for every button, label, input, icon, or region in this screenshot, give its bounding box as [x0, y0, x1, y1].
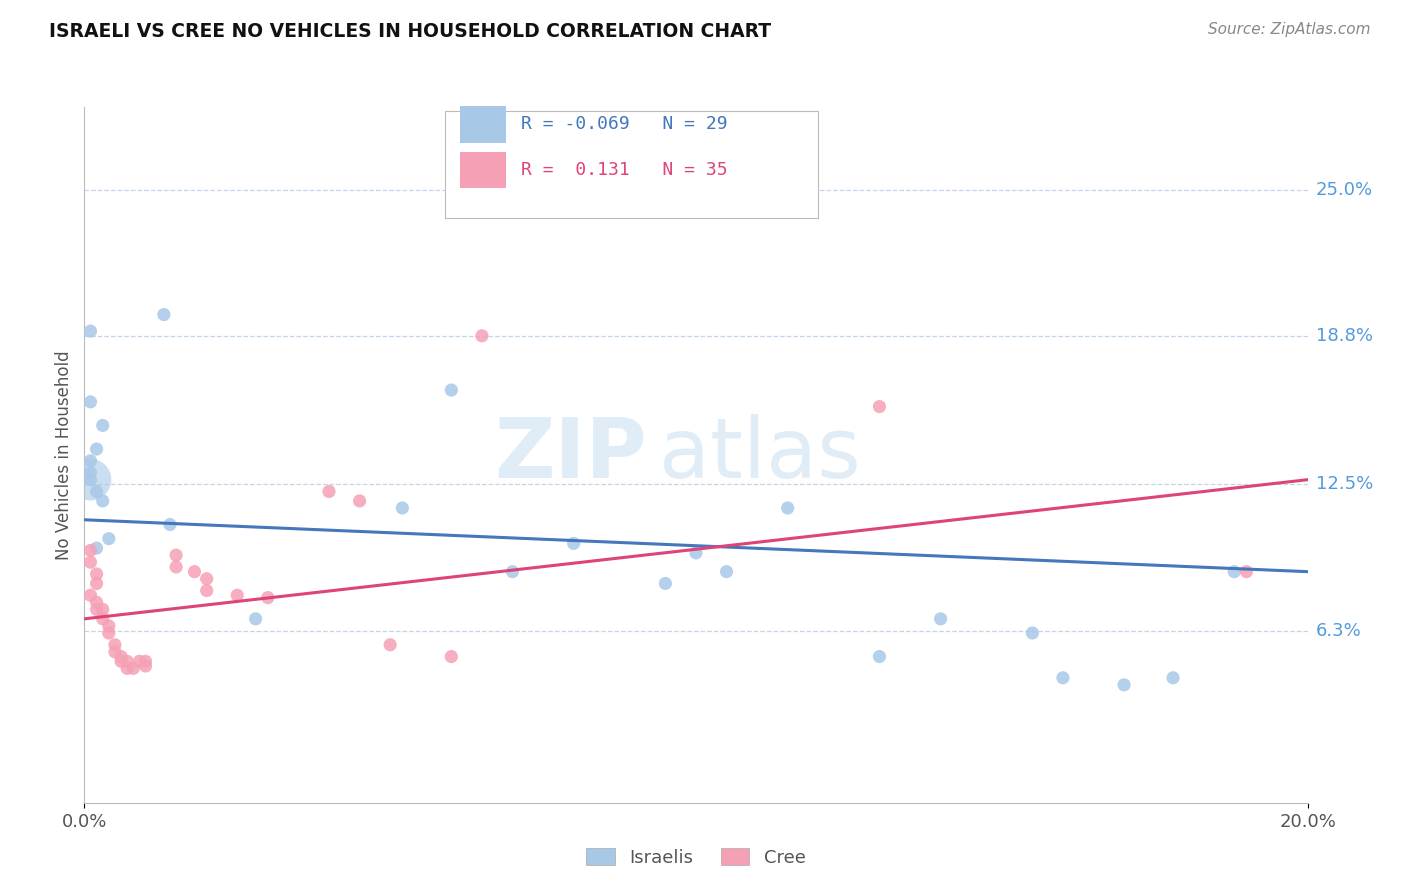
Point: [97, 532, 120, 546]
Point: [195, 583, 218, 598]
Y-axis label: No Vehicles in Household: No Vehicles in Household: [55, 350, 73, 560]
Point: [183, 565, 205, 579]
Point: [91, 494, 114, 508]
FancyBboxPatch shape: [446, 111, 818, 219]
Point: [79, 324, 101, 338]
Point: [391, 500, 413, 515]
Text: R =  0.131   N = 35: R = 0.131 N = 35: [522, 161, 728, 179]
Point: [1052, 671, 1074, 685]
Point: [110, 649, 132, 664]
Point: [135, 654, 157, 668]
Point: [685, 546, 707, 560]
Point: [776, 500, 799, 515]
Point: [86, 484, 108, 499]
Point: [91, 418, 114, 433]
Legend: Israelis, Cree: Israelis, Cree: [579, 840, 813, 874]
Point: [79, 555, 101, 569]
Point: [257, 591, 280, 605]
Point: [79, 466, 101, 480]
Point: [86, 602, 108, 616]
Point: [79, 473, 101, 487]
Point: [91, 612, 114, 626]
Point: [86, 576, 108, 591]
Point: [165, 560, 187, 574]
Point: [562, 536, 585, 550]
Point: [318, 484, 340, 499]
Point: [716, 565, 738, 579]
Point: [97, 626, 120, 640]
Point: [226, 588, 249, 602]
Text: 12.5%: 12.5%: [1316, 475, 1374, 493]
Text: R = -0.069   N = 29: R = -0.069 N = 29: [522, 115, 728, 134]
Point: [79, 395, 101, 409]
Point: [86, 541, 108, 555]
Text: 6.3%: 6.3%: [1316, 622, 1361, 640]
Point: [349, 494, 371, 508]
Text: Source: ZipAtlas.com: Source: ZipAtlas.com: [1208, 22, 1371, 37]
Text: 25.0%: 25.0%: [1316, 180, 1374, 199]
Point: [1234, 565, 1257, 579]
FancyBboxPatch shape: [460, 153, 506, 188]
Point: [869, 649, 891, 664]
Point: [1021, 626, 1043, 640]
Point: [502, 565, 524, 579]
Point: [86, 595, 108, 609]
Point: [195, 572, 218, 586]
Point: [135, 659, 157, 673]
Point: [104, 645, 127, 659]
Point: [122, 661, 145, 675]
Text: atlas: atlas: [659, 415, 860, 495]
Point: [471, 328, 494, 343]
Point: [440, 383, 463, 397]
Point: [159, 517, 181, 532]
Text: ISRAELI VS CREE NO VEHICLES IN HOUSEHOLD CORRELATION CHART: ISRAELI VS CREE NO VEHICLES IN HOUSEHOLD…: [49, 22, 772, 41]
Text: 18.8%: 18.8%: [1316, 326, 1372, 345]
Point: [1223, 565, 1246, 579]
Point: [1161, 671, 1184, 685]
Point: [97, 619, 120, 633]
Point: [115, 654, 138, 668]
Point: [104, 638, 127, 652]
Point: [1114, 678, 1136, 692]
Point: [115, 661, 138, 675]
Point: [245, 612, 267, 626]
Point: [79, 543, 101, 558]
Point: [165, 548, 187, 562]
Point: [440, 649, 463, 664]
Point: [79, 454, 101, 468]
Point: [128, 654, 150, 668]
Point: [86, 442, 108, 456]
Point: [110, 654, 132, 668]
Point: [86, 567, 108, 582]
Point: [929, 612, 952, 626]
Point: [79, 588, 101, 602]
Text: ZIP: ZIP: [495, 415, 647, 495]
Point: [380, 638, 402, 652]
Point: [654, 576, 676, 591]
Point: [79, 473, 101, 487]
FancyBboxPatch shape: [460, 106, 506, 143]
Point: [91, 602, 114, 616]
Point: [153, 308, 176, 322]
Point: [869, 400, 891, 414]
